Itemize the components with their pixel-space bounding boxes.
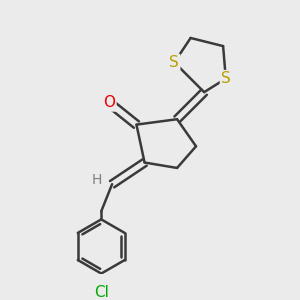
Text: O: O xyxy=(103,95,116,110)
Text: Cl: Cl xyxy=(94,285,109,300)
Text: S: S xyxy=(169,55,179,70)
Text: H: H xyxy=(92,173,102,187)
Text: S: S xyxy=(221,71,231,86)
